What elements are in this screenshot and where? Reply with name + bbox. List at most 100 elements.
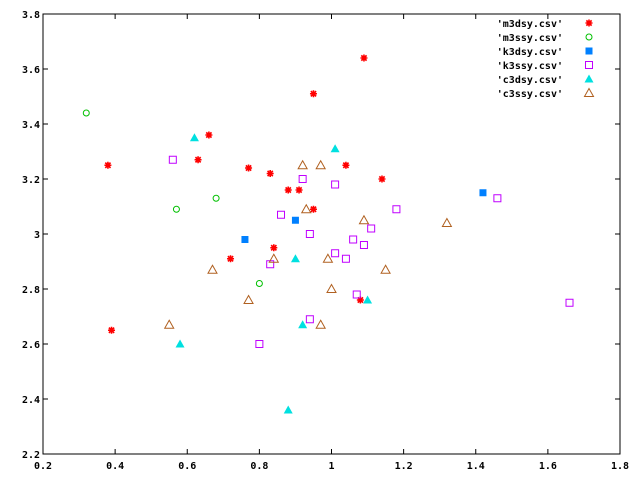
data-point	[255, 340, 264, 348]
y-tick-label: 2.2	[22, 450, 40, 461]
axis-ticks	[42, 13, 621, 455]
data-point	[284, 186, 292, 194]
data-point	[108, 326, 116, 334]
data-point	[207, 264, 218, 274]
data-point	[212, 194, 220, 202]
legend-label: 'c3dsy.csv'	[497, 75, 563, 86]
data-point	[360, 54, 368, 62]
data-point	[104, 161, 112, 169]
data-point	[241, 236, 249, 243]
data-point	[380, 264, 391, 274]
data-point	[194, 156, 202, 164]
legend-entry: 'k3dsy.csv'	[497, 47, 593, 58]
legend-label: 'c3ssy.csv'	[497, 89, 563, 100]
data-point	[305, 315, 314, 324]
data-point	[378, 175, 386, 183]
data-point	[227, 255, 235, 263]
y-tick-label: 3.8	[22, 10, 40, 21]
data-point	[245, 164, 253, 172]
data-point	[298, 320, 308, 329]
data-point	[331, 249, 340, 258]
data-point	[363, 295, 373, 304]
x-tick-label: 0.4	[106, 461, 124, 472]
legend-label: 'k3ssy.csv'	[497, 61, 563, 72]
legend-marker	[585, 47, 593, 55]
data-point	[243, 294, 254, 304]
legend-entry: 'm3ssy.csv'	[497, 33, 593, 44]
legend-marker	[585, 19, 593, 27]
data-point	[175, 339, 185, 348]
y-tick-label: 3	[34, 230, 40, 241]
data-point	[359, 241, 368, 249]
data-point	[82, 109, 90, 117]
data-point	[441, 217, 453, 227]
data-point	[163, 319, 175, 329]
x-tick-label: 1	[328, 461, 334, 472]
legend-entry: 'c3dsy.csv'	[497, 74, 594, 86]
data-point	[283, 405, 293, 414]
data-point	[356, 296, 364, 304]
legend-marker	[585, 33, 593, 41]
legend-entry: 'c3ssy.csv'	[497, 87, 595, 100]
data-point	[290, 254, 300, 263]
data-point	[392, 205, 401, 214]
series-0	[104, 54, 386, 334]
data-point	[277, 210, 286, 219]
axis-tick-labels: 0.2 0.4 0.6 0.8 1 1.2 1.4 1.6 1.8 2.2 2.4 2.6 2.8 3 3.…	[22, 10, 629, 472]
x-tick-label: 1.2	[395, 461, 413, 472]
legend: 'm3dsy.csv' 'm3ssy.csv' 'k3dsy.csv' 'k3ssy.…	[497, 19, 595, 100]
y-tick-label: 2.4	[22, 395, 40, 406]
data-point	[315, 159, 327, 170]
data-point	[266, 170, 274, 177]
data-point	[342, 161, 350, 169]
legend-marker	[583, 87, 595, 97]
legend-marker	[584, 74, 594, 83]
data-point	[189, 133, 199, 142]
data-point	[322, 253, 334, 263]
legend-entry: 'k3ssy.csv'	[497, 61, 593, 72]
data-point	[326, 283, 337, 293]
series-2	[241, 189, 487, 243]
x-tick-label: 1.6	[539, 461, 557, 472]
data-point	[330, 144, 340, 153]
data-point	[300, 203, 312, 214]
data-point	[341, 254, 350, 263]
series-5	[163, 159, 453, 329]
legend-marker	[585, 61, 593, 69]
x-tick-label: 0.8	[250, 461, 268, 472]
x-tick-label: 1.4	[467, 461, 485, 472]
data-point	[255, 280, 263, 287]
data-point	[291, 216, 299, 224]
y-tick-label: 2.6	[22, 340, 40, 351]
data-point	[331, 180, 340, 189]
data-point	[295, 186, 303, 194]
series-1	[82, 109, 263, 287]
x-tick-label: 0.2	[34, 461, 52, 472]
data-point	[305, 230, 314, 238]
data-point	[205, 131, 213, 139]
data-point	[352, 290, 361, 299]
y-tick-label: 3.2	[22, 175, 40, 186]
data-point	[367, 224, 376, 233]
y-tick-label: 3.4	[22, 120, 40, 131]
data-point	[349, 235, 358, 244]
data-point	[309, 205, 317, 213]
legend-label: 'm3dsy.csv'	[497, 19, 563, 30]
data-point	[268, 253, 280, 263]
y-tick-label: 3.6	[22, 65, 40, 76]
data-point	[315, 319, 327, 329]
data-point	[493, 194, 502, 203]
data-point	[297, 159, 309, 170]
y-tick-label: 2.8	[22, 285, 40, 296]
x-tick-label: 0.6	[178, 461, 196, 472]
x-tick-label: 1.8	[611, 461, 629, 472]
data-point	[172, 205, 180, 213]
series-4	[175, 133, 373, 414]
data-point	[298, 175, 307, 183]
data-point	[565, 298, 574, 307]
data-point	[479, 189, 487, 197]
legend-label: 'm3ssy.csv'	[497, 33, 563, 44]
data-point	[309, 90, 317, 98]
